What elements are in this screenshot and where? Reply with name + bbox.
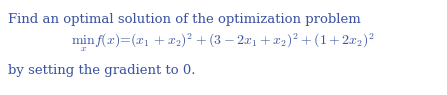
Text: $\min_x f(x) = (x_1 + x_2)^2 + (3 - 2x_1 + x_2)^2 + (1 + 2x_2)^2$: $\min_x f(x) = (x_1 + x_2)^2 + (3 - 2x_1… — [71, 32, 375, 54]
Text: by setting the gradient to 0.: by setting the gradient to 0. — [8, 64, 195, 77]
Text: Find an optimal solution of the optimization problem: Find an optimal solution of the optimiza… — [8, 13, 361, 26]
